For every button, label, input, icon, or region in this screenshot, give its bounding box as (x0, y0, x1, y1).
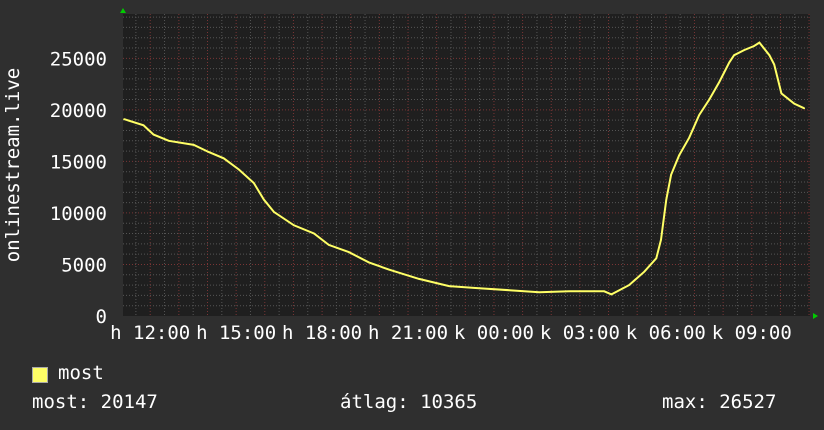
data-point-most (665, 198, 668, 201)
data-point-most (670, 173, 672, 176)
series-line-most (123, 41, 805, 296)
data-point-most (313, 232, 315, 235)
data-point-most (388, 268, 390, 271)
legend-series-label: most (58, 362, 104, 384)
data-point-most (368, 261, 370, 264)
data-point-most (448, 285, 450, 287)
data-point-most (718, 81, 721, 83)
legend-current: most: 20147 (32, 391, 158, 413)
data-point-most (803, 107, 806, 110)
y-tick-label: 0 (96, 306, 107, 328)
data-point-most (698, 114, 701, 116)
data-point-most (418, 278, 420, 280)
data-point-most (773, 63, 775, 66)
data-point-most (753, 45, 755, 47)
legend-swatch-most (32, 367, 48, 383)
data-point-most (348, 251, 350, 253)
data-point-most (688, 136, 691, 139)
y-tick-label: 20000 (50, 100, 107, 122)
data-point-most (192, 144, 195, 146)
data-point-most (142, 124, 145, 127)
data-point-most (263, 198, 265, 201)
x-axis-arrow-icon (813, 313, 818, 319)
x-tick-label: h 12:00 (110, 322, 190, 344)
data-point-most (758, 41, 761, 44)
data-point-most (743, 49, 745, 51)
y-axis-label: onlinestream.live (2, 68, 24, 262)
x-tick-label: k 09:00 (712, 322, 792, 344)
x-tick-label: k 06:00 (626, 322, 706, 344)
y-tick-label: 5000 (61, 254, 107, 276)
data-point-most (628, 284, 630, 286)
data-point-most (273, 211, 275, 213)
data-point-most (293, 224, 295, 227)
data-point-most (123, 118, 125, 120)
x-tick-label: k 00:00 (454, 322, 534, 344)
y-tick-label: 15000 (50, 151, 107, 173)
data-point-most (208, 151, 210, 153)
data-point-most (655, 257, 658, 260)
x-tick-label: h 21:00 (368, 322, 448, 344)
data-point-most (610, 293, 613, 296)
data-point-most (538, 291, 541, 294)
data-point-most (660, 238, 662, 241)
data-point-most (152, 133, 155, 136)
y-tick-label: 10000 (50, 203, 107, 225)
data-point-most (222, 157, 225, 160)
data-point-most (793, 102, 796, 105)
data-point-most (327, 244, 330, 246)
plot-area (123, 14, 810, 316)
y-tick-label: 25000 (50, 48, 107, 70)
x-tick-label: h 15:00 (196, 322, 276, 344)
data-point-most (508, 289, 511, 292)
legend-maximum: max: 26527 (662, 391, 777, 413)
data-point-most (733, 54, 735, 57)
data-point-most (603, 290, 606, 293)
data-point-most (568, 290, 571, 293)
data-point-most (253, 182, 255, 184)
data-point-most (708, 98, 711, 101)
legend-average: átlag: 10365 (340, 391, 478, 413)
x-tick-label: k 03:00 (540, 322, 620, 344)
data-point-most (780, 92, 783, 95)
data-point-most (678, 154, 680, 157)
x-tick-label: h 18:00 (282, 322, 362, 344)
y-axis-arrow-icon (120, 8, 126, 13)
data-point-most (238, 168, 240, 171)
data-point-most (768, 54, 771, 57)
data-point-most (168, 139, 170, 142)
data-point-most (643, 270, 646, 273)
data-point-most (478, 287, 480, 289)
data-point-most (728, 61, 731, 64)
